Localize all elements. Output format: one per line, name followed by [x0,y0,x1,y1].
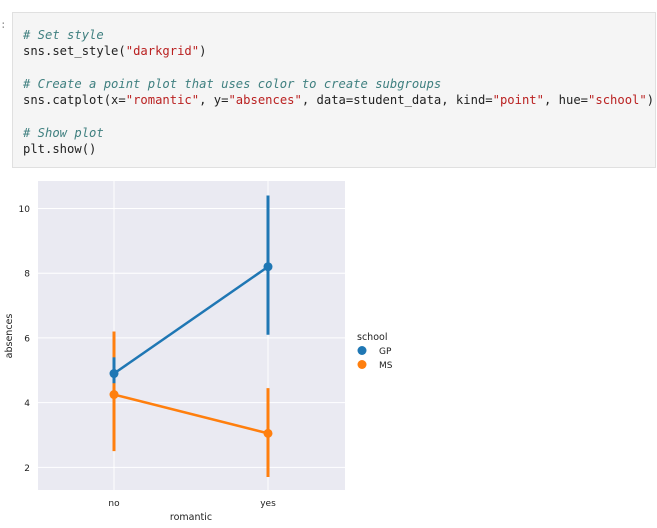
code-token: , y= [199,93,229,108]
x-tick-label: no [108,499,120,509]
data-point [263,428,273,438]
x-tick-labels: no yes [108,499,276,509]
code-token: , hue= [544,93,589,108]
series-line [113,265,269,375]
series-layer [109,195,273,478]
code-string: "darkgrid" [125,44,200,59]
code-token: plt.show() [23,142,97,157]
code-cell[interactable]: # Set style sns.set_style("darkgrid") # Cr… [12,12,656,168]
data-point [109,369,119,379]
code-token: ) [646,93,655,108]
code-line: # Show plot [23,125,655,141]
y-tick-label: 10 [19,205,31,215]
code-line [23,60,655,76]
code-token: ) [199,44,207,59]
legend: school GP MS [357,332,393,371]
series-ms [109,331,273,478]
series-line [113,393,269,435]
code-line: # Set style [23,27,655,43]
code-token: sns.set_style( [23,44,126,59]
data-point [263,262,273,272]
legend-title: school [357,332,387,343]
y-tick-labels: 2 4 6 8 10 [19,205,31,474]
x-axis-label: romantic [170,512,212,523]
legend-label: MS [379,361,393,371]
code-line: # Create a point plot that uses color to… [23,76,655,92]
code-string: "absences" [228,93,302,108]
cell-prompt-marker: : [0,18,7,31]
legend-marker [357,360,367,369]
plot-area [38,181,345,490]
data-point [109,390,119,400]
code-token: , data=student_data, kind= [301,93,493,108]
code-line: sns.catplot(x="romantic", y="absences", … [23,92,655,108]
code-line: plt.show() [23,141,655,157]
code-line [23,108,655,124]
code-string: "point" [492,93,544,108]
code-string: "romantic" [125,93,200,108]
code-line: sns.set_style("darkgrid") [23,43,655,59]
y-tick-label: 8 [24,270,30,280]
code-comment: # Create a point plot that uses color to… [23,76,442,91]
y-tick-label: 6 [24,334,30,344]
y-tick-label: 4 [24,399,30,409]
y-axis-label: absences [4,314,15,359]
legend-marker [357,346,367,355]
x-tick-label: yes [260,499,276,509]
code-string: "school" [588,93,647,108]
series-gp [109,195,273,384]
code-token: sns.catplot(x= [23,93,126,108]
legend-label: GP [379,347,392,357]
point-plot: 2 4 6 8 10 no yes romantic absences school GP… [4,181,393,523]
y-tick-label: 2 [24,464,30,474]
code-comment: # Show plot [23,125,104,140]
code-comment: # Set style [23,28,104,42]
